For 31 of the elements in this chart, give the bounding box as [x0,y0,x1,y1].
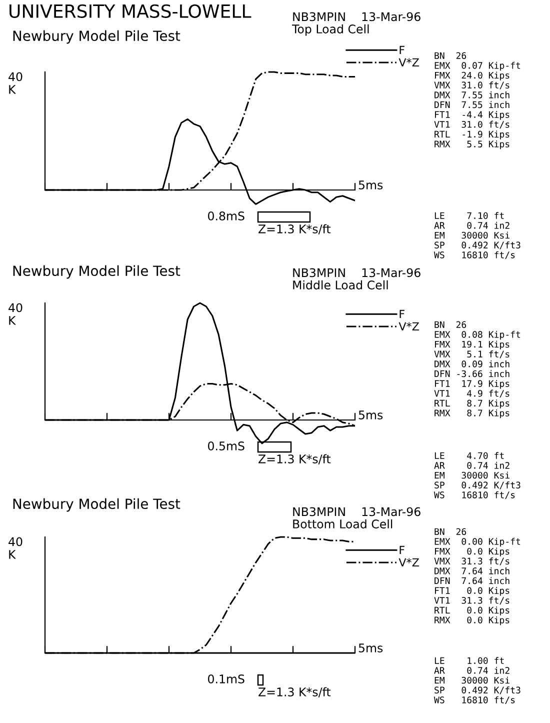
legend-label: V*Z [398,558,419,566]
text: LE 1.00 ft AR 0.74 in2 EM 30000 Ksi SP 0.492 K/ft3 WS 16810 ft/s [434,657,520,704]
chart-subtitle: NB3MPIN 13-Mar-96 Middle Load Cell [293,268,420,290]
text: LE 4.70 ft AR 0.74 in2 EM 30000 Ksi SP 0.492 K/ft3 WS 16810 ft/s [434,452,520,500]
chart-subtitle: NB3MPIN 13-Mar-96 Bottom Load Cell [293,507,420,528]
chart-title: Newbury Model Pile Test [13,265,180,279]
text: 5ms [358,180,383,190]
annotation: 0.5mS [208,441,244,450]
legend-label: V*Z [398,322,419,330]
text: 0.1mS [208,674,244,684]
legend-label: F [400,46,404,54]
text: UNIVERSITY MASS-LOWELL [10,4,252,18]
text: 5ms [358,644,383,652]
text: 5ms [358,410,383,420]
text: 40 K [8,537,22,559]
text: BN 26 EMX 0.07 Kip-ft FMX 24.0 Kips VMX 31.0 ft/s DMX 7.55 inch DFN 7.55 inch FT1 -4.4 Kips VT1 31.0 ft/s RTL -1.9 Kips RMX 5.5 Kips [434,52,520,150]
text: Z=1.3 K*s/ft [258,454,331,464]
legend-label: V*Z [398,58,419,66]
text: 40 K [8,303,22,325]
text: Z=1.3 K*s/ft [258,224,331,234]
text: Z=1.3 K*s/ft [258,687,331,698]
text: 0.8mS [208,211,244,220]
text: BN 26 EMX 0.08 Kip-ft FMX 19.1 Kips VMX 5.1 ft/s DMX 0.09 inch DFN -3.66 inch FT1 17.9 Kips VT1 4.9 ft/s RTL 8.7 Kips RMX 8.7 Kips [434,321,520,418]
chart-title: Newbury Model Pile Test [13,498,180,512]
chart-subtitle: NB3MPIN 13-Mar-96 Top Load Cell [292,12,420,36]
text: LE 7.10 ft AR 0.74 in2 EM 30000 Ksi SP 0.492 K/ft3 WS 16810 ft/s [434,212,520,260]
legend-label: F [400,546,404,554]
legend-label: F [400,310,404,318]
text: BN 26 EMX 0.00 Kip-ft FMX 0.0 Kips VMX 31.3 ft/s DMX 7.64 inch DFN 7.64 inch FT1 0.0 Kips VT1 31.3 ft/s RTL 0.0 Kips RMX 0.0 Kips [434,528,520,626]
text: 40 K [8,72,22,94]
chart-title: Newbury Model Pile Test [13,30,180,44]
